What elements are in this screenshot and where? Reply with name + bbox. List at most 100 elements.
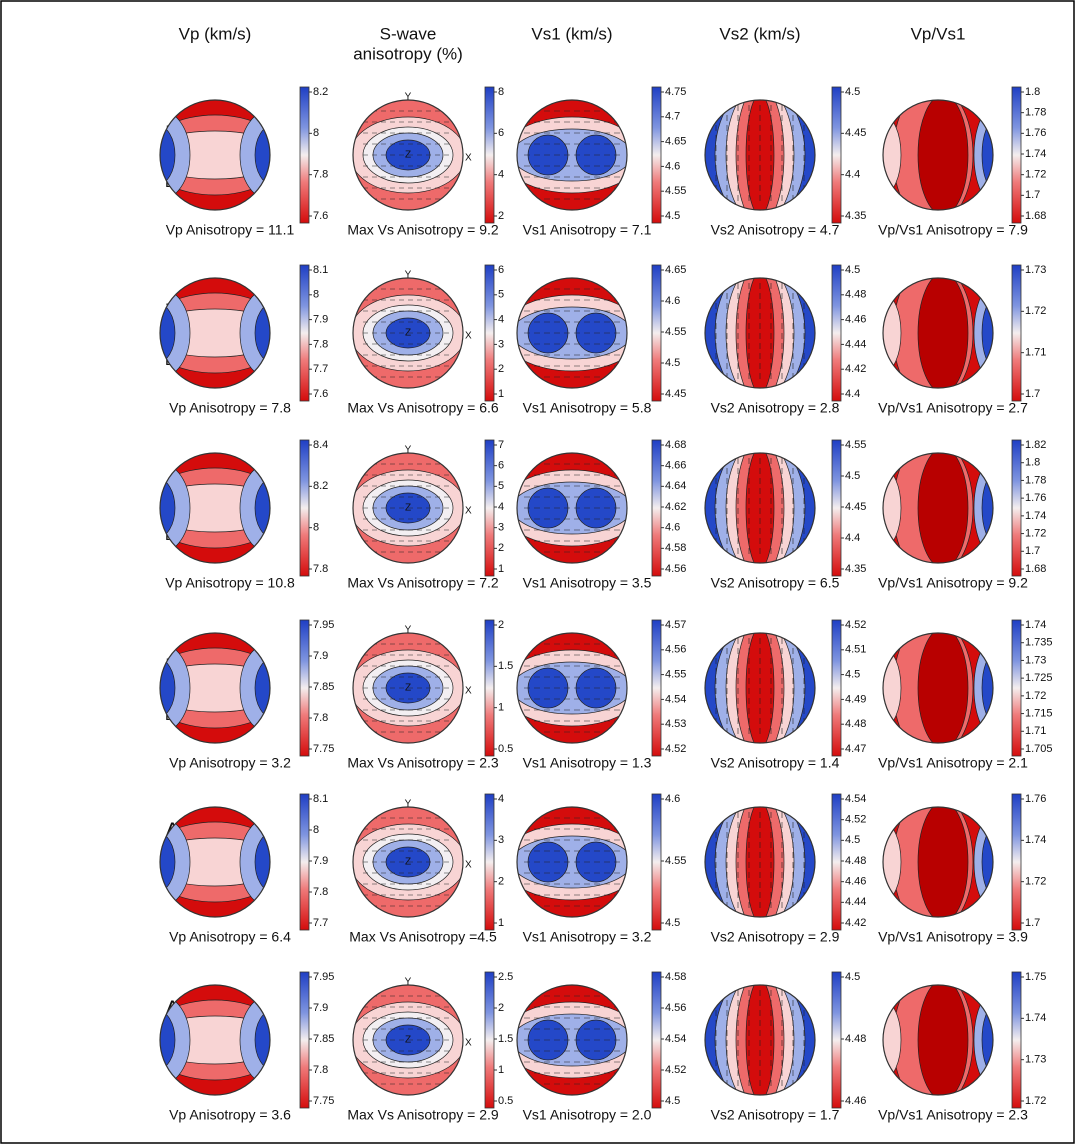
pole-label: X bbox=[465, 331, 472, 342]
colorbar-tick-label: 8 bbox=[313, 522, 319, 534]
colorbar-tick-label: 4.47 bbox=[845, 743, 866, 755]
pole-outline bbox=[704, 632, 816, 744]
pole-outline bbox=[516, 984, 628, 1096]
contour bbox=[973, 989, 993, 1091]
pole-figure bbox=[705, 278, 815, 388]
contour bbox=[160, 1009, 176, 1071]
colorbar-tick-label: 8 bbox=[313, 127, 319, 139]
colorbar-tick-label: 4 bbox=[498, 501, 504, 513]
colorbar-tick-label: 1.76 bbox=[1025, 127, 1046, 139]
colorbar-tick-label: 7 bbox=[498, 439, 504, 451]
colorbar-tick-label: 4.45 bbox=[845, 127, 866, 139]
colorbar-tick-label: 4.52 bbox=[665, 1064, 686, 1076]
pole-label: Y bbox=[405, 977, 412, 988]
pole-label: Z bbox=[405, 328, 411, 339]
colorbar bbox=[484, 264, 495, 402]
colorbar bbox=[1011, 86, 1022, 224]
colorbar-tick-label: 1.72 bbox=[1025, 305, 1046, 317]
colorbar-tick-label: 4.55 bbox=[665, 855, 686, 867]
pole-outline bbox=[516, 452, 628, 564]
pole-label: Y bbox=[405, 799, 412, 810]
colorbar-tick-label: 4.5 bbox=[845, 470, 860, 482]
colorbar bbox=[1011, 971, 1022, 1109]
pole-label: Y bbox=[405, 92, 412, 103]
pole-figure bbox=[883, 633, 993, 743]
colorbar bbox=[1011, 619, 1022, 757]
colorbar-tick-label: 4.56 bbox=[665, 644, 686, 656]
contour bbox=[883, 647, 902, 729]
colorbar-tick-label: 4.68 bbox=[665, 439, 686, 451]
contour bbox=[160, 831, 176, 893]
pole-label: Z bbox=[405, 150, 411, 161]
panel-caption: Vs1 Anisotropy = 2.0 bbox=[523, 1107, 652, 1123]
colorbar-tick-label: 1.78 bbox=[1025, 474, 1046, 486]
colorbar-tick-label: 4.58 bbox=[665, 971, 686, 983]
colorbar-tick-label: 1.735 bbox=[1025, 637, 1053, 649]
contour bbox=[973, 637, 993, 739]
pole-outline bbox=[159, 806, 271, 918]
colorbar-tick-label: 4.66 bbox=[665, 460, 686, 472]
pole-outline bbox=[159, 984, 271, 1096]
colorbar-tick-label: 1 bbox=[498, 702, 504, 714]
pole-figure bbox=[517, 807, 627, 917]
contour bbox=[254, 124, 270, 186]
colorbar-tick-label: 1 bbox=[498, 917, 504, 929]
colorbar-tick-label: 1.68 bbox=[1025, 563, 1046, 575]
column-header: Vs2 (km/s) bbox=[719, 24, 800, 43]
colorbar-tick-label: 1.7 bbox=[1025, 917, 1040, 929]
colorbar-tick-label: 4.65 bbox=[665, 136, 686, 148]
colorbar-tick-label: 1.74 bbox=[1025, 148, 1046, 160]
pole-label: Y bbox=[405, 445, 412, 456]
panel-caption: Max Vs Anisotropy = 7.2 bbox=[347, 575, 499, 591]
contour bbox=[981, 825, 993, 899]
panel-caption: Vs2 Anisotropy = 4.7 bbox=[711, 222, 840, 238]
colorbar-tick-label: 8.1 bbox=[313, 793, 328, 805]
colorbar-tick-label: 7.9 bbox=[313, 1002, 328, 1014]
colorbar-tick-label: 2 bbox=[498, 363, 504, 375]
colorbar-tick-label: 6 bbox=[498, 264, 504, 276]
colorbar-tick-label: 1.5 bbox=[498, 1033, 513, 1045]
pole-figure bbox=[353, 807, 463, 917]
colorbar-tick-label: 4.5 bbox=[665, 917, 680, 929]
colorbar-tick-label: 4.64 bbox=[665, 480, 686, 492]
panel-caption: Max Vs Anisotropy =4.5 bbox=[349, 929, 497, 945]
pole-figure bbox=[353, 453, 463, 563]
contour bbox=[973, 457, 993, 559]
pole-label: Z bbox=[405, 857, 411, 868]
colorbar-tick-label: 8 bbox=[313, 824, 319, 836]
contour bbox=[883, 292, 902, 374]
pole-label: Z bbox=[405, 683, 411, 694]
colorbar-tick-label: 7.75 bbox=[313, 743, 334, 755]
colorbar bbox=[1011, 264, 1022, 402]
colorbar-tick-label: 8.4 bbox=[313, 439, 328, 451]
colorbar bbox=[651, 439, 662, 577]
colorbar-tick-label: 4.52 bbox=[845, 814, 866, 826]
colorbar bbox=[484, 971, 495, 1109]
panel-caption: Vp Anisotropy = 3.2 bbox=[169, 755, 291, 771]
colorbar-tick-label: 1.72 bbox=[1025, 527, 1046, 539]
colorbar-tick-label: 1.7 bbox=[1025, 545, 1040, 557]
colorbar-tick-label: 1.73 bbox=[1025, 654, 1046, 666]
column-header: Vp/Vs1 bbox=[911, 24, 966, 43]
contour bbox=[254, 657, 270, 719]
pole-figure bbox=[705, 985, 815, 1095]
panel-caption: Max Vs Anisotropy = 6.6 bbox=[347, 400, 499, 416]
pole-label: Z bbox=[405, 503, 411, 514]
colorbar-tick-label: 4.54 bbox=[845, 793, 866, 805]
colorbar-tick-label: 1.71 bbox=[1025, 725, 1046, 737]
colorbar bbox=[1011, 793, 1022, 931]
pole-figure bbox=[160, 278, 270, 388]
colorbar-tick-label: 4.6 bbox=[665, 295, 680, 307]
colorbar-tick-label: 4.45 bbox=[845, 501, 866, 513]
colorbar bbox=[484, 439, 495, 577]
panel-caption: Vs2 Anisotropy = 2.8 bbox=[711, 400, 840, 416]
colorbar-tick-label: 4.48 bbox=[845, 289, 866, 301]
colorbar-tick-label: 1.75 bbox=[1025, 971, 1046, 983]
panel-caption: Vp/Vs1 Anisotropy = 2.7 bbox=[878, 400, 1028, 416]
pole-outline bbox=[159, 632, 271, 744]
colorbar-tick-label: 4.5 bbox=[845, 264, 860, 276]
colorbar-tick-label: 2 bbox=[498, 1002, 504, 1014]
colorbar-tick-label: 7.95 bbox=[313, 971, 334, 983]
colorbar-tick-label: 4.52 bbox=[665, 743, 686, 755]
colorbar-tick-label: 1.8 bbox=[1025, 457, 1040, 469]
